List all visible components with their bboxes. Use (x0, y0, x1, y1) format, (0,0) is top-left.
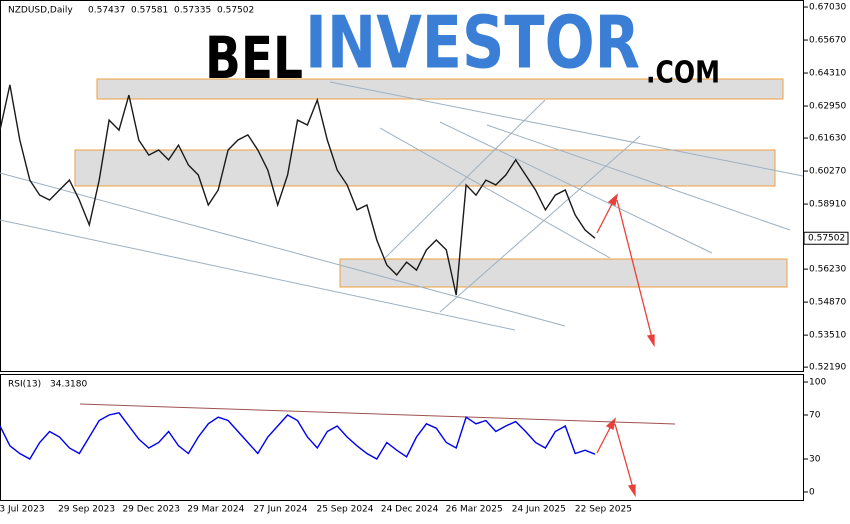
y-tick-label: 0.61630 (809, 134, 846, 144)
y-tick-label: 0.52190 (809, 363, 846, 373)
resistance-zone (74, 149, 776, 187)
last-price-box (803, 231, 849, 245)
x-tick-label: 29 Dec 2023 (122, 505, 180, 515)
rsi-panel (0, 374, 804, 501)
x-tick-label: 27 Jun 2024 (253, 505, 307, 515)
quote-value: 0.57437 (88, 6, 125, 16)
y-tick-label: 0.67030 (809, 3, 846, 13)
trend-lines (0, 81, 804, 331)
y-tick-label: 70 (809, 411, 821, 421)
x-tick-label: 29 Sep 2023 (58, 505, 115, 515)
logo-middle: INVESTOR (305, 1, 640, 85)
resistance-zone (96, 78, 784, 100)
y-tick-label: 100 (809, 378, 826, 388)
quote-value: 0.57335 (174, 6, 211, 16)
y-tick-label: 0.60270 (809, 167, 846, 177)
y-tick-label: 0.54870 (809, 298, 846, 308)
x-tick-label: 3 Jul 2023 (0, 505, 45, 515)
x-tick-label: 24 Dec 2024 (381, 505, 439, 515)
series-line (0, 412, 596, 460)
logo-left: BEL (205, 24, 303, 92)
quote-value: 0.57502 (217, 6, 254, 16)
x-tick-label: 25 Sep 2024 (316, 505, 373, 515)
series-line (0, 84, 596, 296)
y-tick-label: 0 (809, 487, 815, 497)
y-tick-label: 0.65670 (809, 36, 846, 46)
rsi-title: RSI(13) (8, 380, 41, 390)
y-tick-label: 0.53510 (809, 331, 846, 341)
price-panel (0, 0, 804, 372)
support-zone (339, 258, 788, 288)
forecast-arrows (596, 193, 655, 498)
y-tick-label: 0.56230 (809, 265, 846, 275)
y-tick-label: 0.62950 (809, 102, 846, 112)
last-price: 0.57502 (808, 234, 845, 244)
y-tick-label: 0.58910 (809, 200, 846, 210)
logo-right: .COM (646, 56, 720, 91)
rsi-value: 34.3180 (50, 380, 87, 390)
y-tick-label: 30 (809, 454, 821, 464)
symbol: NZDUSD,Daily (8, 6, 73, 16)
y-tick-label: 0.64310 (809, 69, 846, 79)
quote-value: 0.57581 (131, 6, 168, 16)
x-tick-label: 29 Mar 2024 (187, 505, 244, 515)
x-tick-label: 26 Mar 2025 (446, 505, 503, 515)
rsi-trend-line (79, 403, 676, 425)
x-tick-label: 22 Sep 2025 (575, 505, 632, 515)
x-tick-label: 24 Jun 2025 (512, 505, 566, 515)
